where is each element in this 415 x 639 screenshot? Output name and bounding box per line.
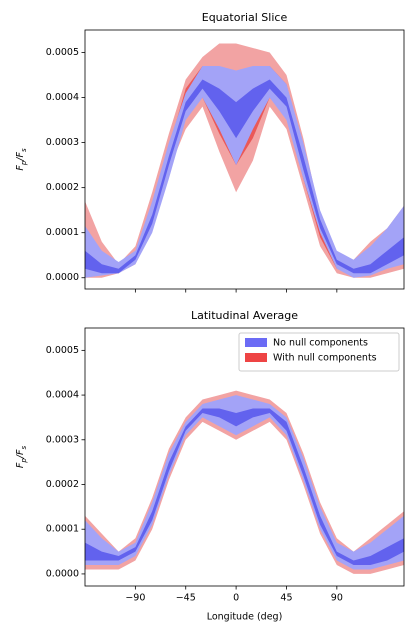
band xyxy=(85,79,404,274)
y-axis-label-part: s xyxy=(20,446,28,450)
y-axis-label-part: /F xyxy=(15,449,26,459)
y-tick-label: 0.0002 xyxy=(46,182,79,193)
y-tick-label: 0.0004 xyxy=(46,390,79,401)
y-tick-label: 0.0005 xyxy=(46,47,79,58)
band xyxy=(85,408,404,565)
legend-label: With null components xyxy=(273,353,377,364)
legend-swatch xyxy=(245,338,267,347)
legend-swatch xyxy=(245,353,267,362)
y-axis-label-part: F xyxy=(15,165,26,171)
axes-frame xyxy=(84,29,405,290)
x-tick-label: 0 xyxy=(233,593,239,604)
y-tick-label: 0.0000 xyxy=(46,272,79,283)
band xyxy=(85,43,404,278)
axes-frame xyxy=(84,327,405,587)
y-axis-label-part: F xyxy=(15,462,26,468)
y-axis-label-part: /F xyxy=(15,152,26,162)
plot-area xyxy=(85,43,404,278)
legend-label: No null components xyxy=(273,338,368,349)
y-tick-label: 0.0001 xyxy=(46,227,79,238)
y-tick-label: 0.0005 xyxy=(46,345,79,356)
y-axis-label: Fp/Fs xyxy=(15,446,29,469)
legend-box xyxy=(238,332,400,372)
x-tick-label: −90 xyxy=(125,593,145,604)
y-tick-label: 0.0003 xyxy=(46,137,79,148)
y-tick-label: 0.0002 xyxy=(46,479,79,490)
x-axis-label: Longitude (deg) xyxy=(207,612,283,623)
y-axis-label: Fp/Fs xyxy=(15,148,29,171)
y-axis-label-part: s xyxy=(20,148,28,152)
plot-area xyxy=(85,390,404,574)
x-tick-label: 90 xyxy=(331,593,343,604)
y-axis-label-part: p xyxy=(20,458,28,464)
x-tick-label: −45 xyxy=(176,593,196,604)
y-tick-label: 0.0001 xyxy=(46,524,79,535)
chart-title: Latitudinal Average xyxy=(191,309,298,322)
y-tick-label: 0.0003 xyxy=(46,434,79,445)
chart-title: Equatorial Slice xyxy=(202,11,288,24)
band xyxy=(85,66,404,278)
y-axis-label-part: p xyxy=(20,160,28,166)
x-tick-label: 45 xyxy=(280,593,292,604)
y-tick-label: 0.0004 xyxy=(46,92,79,103)
y-tick-label: 0.0000 xyxy=(46,568,79,579)
